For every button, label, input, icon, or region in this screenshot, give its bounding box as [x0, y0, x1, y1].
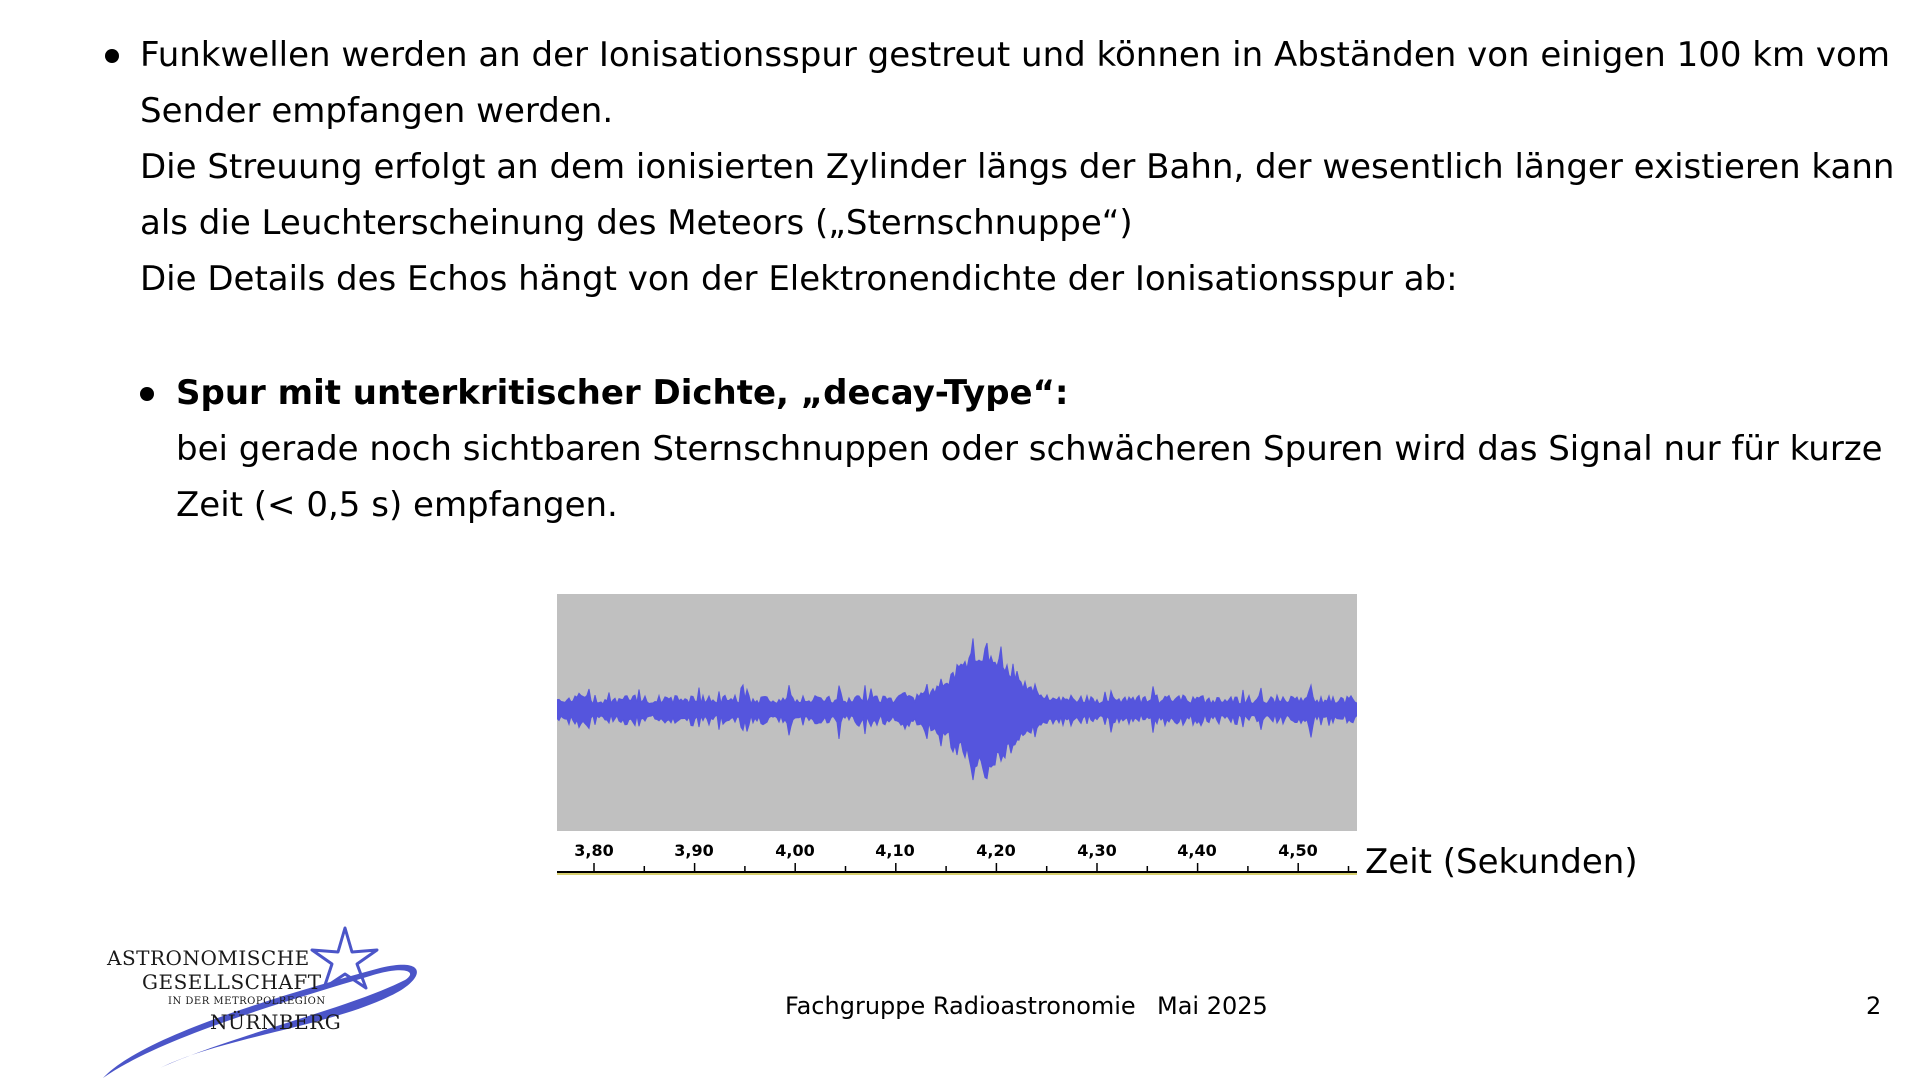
- logo-line-2: GESELLSCHAFT: [142, 970, 322, 994]
- main-bullet-line-3: Die Streuung erfolgt an dem ionisierten …: [140, 147, 1895, 187]
- axis-caption: Zeit (Sekunden): [1365, 842, 1638, 882]
- logo-graphic: [103, 926, 417, 1078]
- sub-bullet-text: Spur mit unterkritischer Dichte, „decay-…: [176, 365, 1883, 533]
- waveform-panel: [557, 594, 1357, 831]
- main-bullet-line-5: Die Details des Echos hängt von der Elek…: [140, 259, 1458, 299]
- tick-label: 4,50: [1278, 841, 1318, 860]
- main-bullet-text: Funkwellen werden an der Ionisationsspur…: [140, 27, 1895, 307]
- page-number: 2: [1866, 992, 1882, 1020]
- sub-bullet-line-1: bei gerade noch sichtbaren Sternschnuppe…: [176, 429, 1883, 469]
- time-ruler-ticks: [557, 863, 1357, 875]
- sub-bullet-heading: Spur mit unterkritischer Dichte, „decay-…: [176, 373, 1069, 413]
- footer-group: Fachgruppe Radioastronomie: [785, 992, 1136, 1020]
- main-bullet-line-1: Funkwellen werden an der Ionisationsspur…: [140, 35, 1890, 75]
- logo-line-4: NÜRNBERG: [210, 1010, 342, 1034]
- sub-bullet-line-2: Zeit (< 0,5 s) empfangen.: [176, 485, 618, 525]
- logo: ASTRONOMISCHE GESELLSCHAFT IN DER METROP…: [100, 918, 425, 1080]
- bullet-dot: [105, 49, 119, 63]
- tick-label: 4,40: [1177, 841, 1217, 860]
- time-ruler: 3,80 3,90 4,00 4,10 4,20 4,30 4,40 4,50: [557, 835, 1357, 875]
- logo-line-3: IN DER METROPOLREGION: [168, 996, 326, 1007]
- sub-bullet-dot: [140, 387, 154, 401]
- main-bullet-line-4: als die Leuchterscheinung des Meteors („…: [140, 203, 1133, 243]
- signal-trace: [557, 638, 1357, 781]
- tick-label: 4,20: [976, 841, 1016, 860]
- tick-label: 3,90: [674, 841, 714, 860]
- main-bullet-line-2: Sender empfangen werden.: [140, 91, 614, 131]
- tick-label: 3,80: [574, 841, 614, 860]
- footer-date: Mai 2025: [1157, 992, 1268, 1020]
- waveform-graph: [557, 638, 1357, 781]
- logo-line-1: ASTRONOMISCHE: [107, 946, 310, 970]
- tick-label: 4,10: [875, 841, 915, 860]
- tick-label: 4,00: [775, 841, 815, 860]
- tick-label: 4,30: [1077, 841, 1117, 860]
